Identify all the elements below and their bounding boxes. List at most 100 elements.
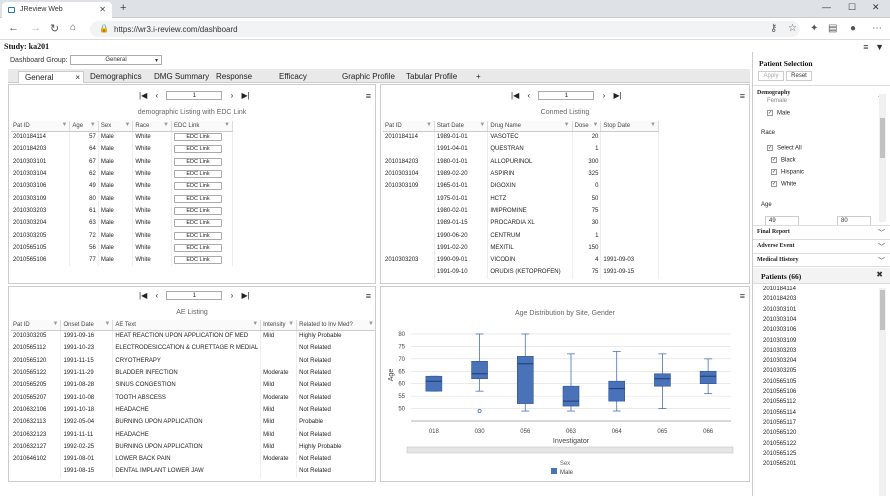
menu-icon[interactable]: ≡ bbox=[863, 42, 869, 52]
medical-history-section[interactable]: Medical History ﹀ bbox=[753, 253, 890, 267]
column-header[interactable]: Pat ID ▼ bbox=[383, 121, 435, 132]
collections-icon[interactable]: ▤ bbox=[828, 23, 838, 34]
table-row[interactable]: 2010303205 72 Male White EDC Link bbox=[11, 229, 233, 242]
table-row[interactable]: 2010565122 1991-11-29 BLADDER INFECTION Mod… bbox=[11, 366, 375, 380]
column-header[interactable]: Pat ID ▼ bbox=[11, 121, 71, 132]
first-page-icon[interactable]: |◀ bbox=[139, 291, 148, 300]
table-row[interactable]: 2010303204 63 Male White EDC Link bbox=[11, 217, 233, 230]
filter-icon[interactable]: ▼ bbox=[650, 122, 656, 128]
column-header[interactable]: Stop Date ▼ bbox=[600, 121, 659, 132]
reset-button[interactable]: Reset bbox=[786, 71, 812, 81]
table-row[interactable]: 2010565205 1991-08-28 SINUS CONGESTION Mild… bbox=[11, 379, 375, 392]
table-row[interactable]: 2010303106 49 Male White EDC Link bbox=[11, 180, 233, 193]
table-row[interactable]: 2010303104 1989-02-20 ASPIRIN 325 bbox=[383, 167, 659, 181]
table-row[interactable]: 2010632106 1991-10-18 HEADACHE Mild Not Rela… bbox=[11, 403, 375, 417]
patient-list-item[interactable]: 2010565120 bbox=[763, 430, 797, 437]
reload-icon[interactable]: ↻ bbox=[50, 23, 60, 35]
column-header[interactable]: Race ▼ bbox=[132, 121, 172, 132]
edc-link-button[interactable]: EDC Link bbox=[174, 219, 222, 228]
filter-icon[interactable]: ▼ bbox=[252, 321, 259, 327]
back-icon[interactable]: ← bbox=[8, 22, 19, 34]
forward-icon[interactable]: → bbox=[30, 22, 41, 34]
panel-menu-icon[interactable]: ≡ bbox=[365, 291, 371, 301]
adverse-event-section[interactable]: Adverse Event ﹀ bbox=[753, 239, 890, 253]
patient-list-item[interactable]: 2010303204 bbox=[763, 358, 797, 365]
maximize-icon[interactable]: ☐ bbox=[848, 2, 857, 12]
filter-icon[interactable]: ▼ bbox=[89, 122, 96, 128]
column-header[interactable]: Drug Name ▼ bbox=[487, 121, 573, 132]
key-icon[interactable]: ⚷ bbox=[770, 23, 778, 34]
table-row[interactable]: 1991-04-01 QUESTRAN 1 bbox=[383, 143, 659, 156]
filter-icon[interactable]: ▼ bbox=[288, 321, 295, 327]
edc-link-button[interactable]: EDC Link bbox=[174, 243, 222, 252]
more-menu-icon[interactable]: ⋯ bbox=[872, 23, 882, 34]
black-checkbox[interactable]: ✓ Black bbox=[771, 157, 796, 164]
table-row[interactable]: 2010303205 1991-09-16 HEAT REACTION UPON A… bbox=[11, 330, 375, 343]
table-row[interactable]: 1991-08-15 DENTAL IMPLANT LOWER JAW Not Re… bbox=[11, 465, 375, 478]
edc-link-button[interactable]: EDC Link bbox=[174, 145, 222, 154]
tab-demographics[interactable]: Demographics bbox=[90, 72, 142, 81]
table-row[interactable]: 1975-01-01 HCTZ 50 bbox=[383, 192, 659, 205]
patient-list-item[interactable]: 2010565112 bbox=[763, 399, 796, 406]
column-header[interactable]: Sex ▼ bbox=[98, 121, 134, 132]
first-page-icon[interactable]: |◀ bbox=[511, 91, 520, 100]
tab-general[interactable]: General × bbox=[18, 71, 84, 83]
column-header[interactable]: Intensity ▼ bbox=[260, 320, 298, 331]
close-window-icon[interactable]: ✕ bbox=[872, 2, 880, 12]
final-report-section[interactable]: Final Report ﹀ bbox=[753, 225, 890, 239]
new-tab-button[interactable]: + bbox=[120, 2, 127, 14]
last-page-icon[interactable]: ▶| bbox=[241, 91, 250, 100]
select-all-checkbox[interactable]: ✓ Select All bbox=[767, 145, 802, 152]
filter-icon[interactable]: ▼ bbox=[368, 321, 374, 327]
table-row[interactable]: 2010565105 56 Male White EDC Link bbox=[11, 241, 233, 254]
tab-response[interactable]: Response bbox=[216, 72, 253, 81]
table-row[interactable]: 2010303203 1990-09-01 VICODIN 4 1991-09-03 bbox=[383, 253, 659, 267]
table-row[interactable]: 1980-02-01 IMIPROMINE 75 bbox=[383, 204, 659, 218]
page-select[interactable]: 1 bbox=[166, 91, 223, 101]
column-header[interactable]: Start Date ▼ bbox=[434, 121, 489, 132]
filter-icon[interactable]: ▼ bbox=[875, 42, 884, 52]
table-row[interactable]: 2010184114 57 Male White EDC Link bbox=[11, 131, 233, 144]
table-row[interactable]: 1989-01-15 PROCARDIA XL 30 bbox=[383, 217, 659, 230]
browser-tab[interactable]: JReview Web ✕ bbox=[2, 2, 112, 18]
column-header[interactable]: EDC Link ▼ bbox=[171, 121, 233, 132]
table-row[interactable]: 1991-02-20 MEXITIL 150 bbox=[383, 241, 659, 254]
last-page-icon[interactable]: ▶| bbox=[241, 291, 250, 300]
patient-list-item[interactable]: 2010565117 bbox=[763, 419, 796, 426]
column-header[interactable]: Dose ▼ bbox=[572, 121, 602, 132]
table-row[interactable]: 2010303101 67 Male White EDC Link bbox=[11, 155, 233, 168]
table-row[interactable]: 2010303203 61 Male White EDC Link bbox=[11, 204, 233, 218]
edc-link-button[interactable]: EDC Link bbox=[174, 182, 222, 191]
next-page-icon[interactable]: › bbox=[602, 91, 606, 100]
close-tab-icon[interactable]: × bbox=[75, 73, 80, 82]
table-row[interactable]: 2010646102 1991-08-01 LOWER BACK PAIN Moder… bbox=[11, 452, 375, 466]
patient-list-item[interactable]: 2010303101 bbox=[763, 306, 797, 313]
scrollbar-thumb[interactable] bbox=[880, 290, 885, 330]
page-select[interactable]: 1 bbox=[166, 291, 223, 301]
tab-graphic-profile[interactable]: Graphic Profile bbox=[342, 72, 395, 81]
edc-link-button[interactable]: EDC Link bbox=[174, 206, 222, 215]
patient-list-item[interactable]: 2010303203 bbox=[763, 347, 797, 354]
filter-icon[interactable]: ▼ bbox=[479, 122, 486, 128]
filter-scrollbar[interactable] bbox=[879, 94, 886, 222]
patient-list-item[interactable]: 2010303106 bbox=[763, 327, 797, 334]
table-row[interactable]: 2010303104 62 Male White EDC Link bbox=[11, 167, 233, 181]
bookmark-star-icon[interactable]: ☆ bbox=[788, 23, 797, 34]
extension-icon[interactable]: ✦ bbox=[810, 23, 819, 34]
table-row[interactable]: 2010632123 1991-11-11 HEADACHE Mild Not Rela… bbox=[11, 428, 375, 441]
edc-link-button[interactable]: EDC Link bbox=[174, 194, 222, 203]
column-header[interactable]: AE Text ▼ bbox=[112, 320, 262, 331]
table-row[interactable]: 2010184114 1989-01-01 VASOTEC 20 bbox=[383, 131, 659, 144]
table-row[interactable]: 2010565106 77 Male White EDC Link bbox=[11, 253, 233, 267]
hispanic-checkbox[interactable]: ✓ Hispanic bbox=[771, 169, 804, 176]
table-row[interactable]: 1990-06-20 CENTRUM 1 bbox=[383, 229, 659, 242]
table-row[interactable]: 1991-09-10 ORUDIS (KETOPROFEN) 75 1991-09-1… bbox=[383, 266, 659, 279]
profile-avatar-icon[interactable]: ● bbox=[850, 23, 857, 34]
filter-icon[interactable]: ▼ bbox=[163, 122, 169, 128]
patient-list-item[interactable]: 2010303205 bbox=[763, 368, 797, 375]
filter-icon[interactable]: ▼ bbox=[592, 122, 599, 128]
patient-list-item[interactable]: 2010184203 bbox=[763, 296, 797, 303]
prev-page-icon[interactable]: ‹ bbox=[527, 91, 531, 100]
add-tab-button[interactable]: + bbox=[476, 72, 481, 81]
edc-link-button[interactable]: EDC Link bbox=[174, 256, 222, 265]
